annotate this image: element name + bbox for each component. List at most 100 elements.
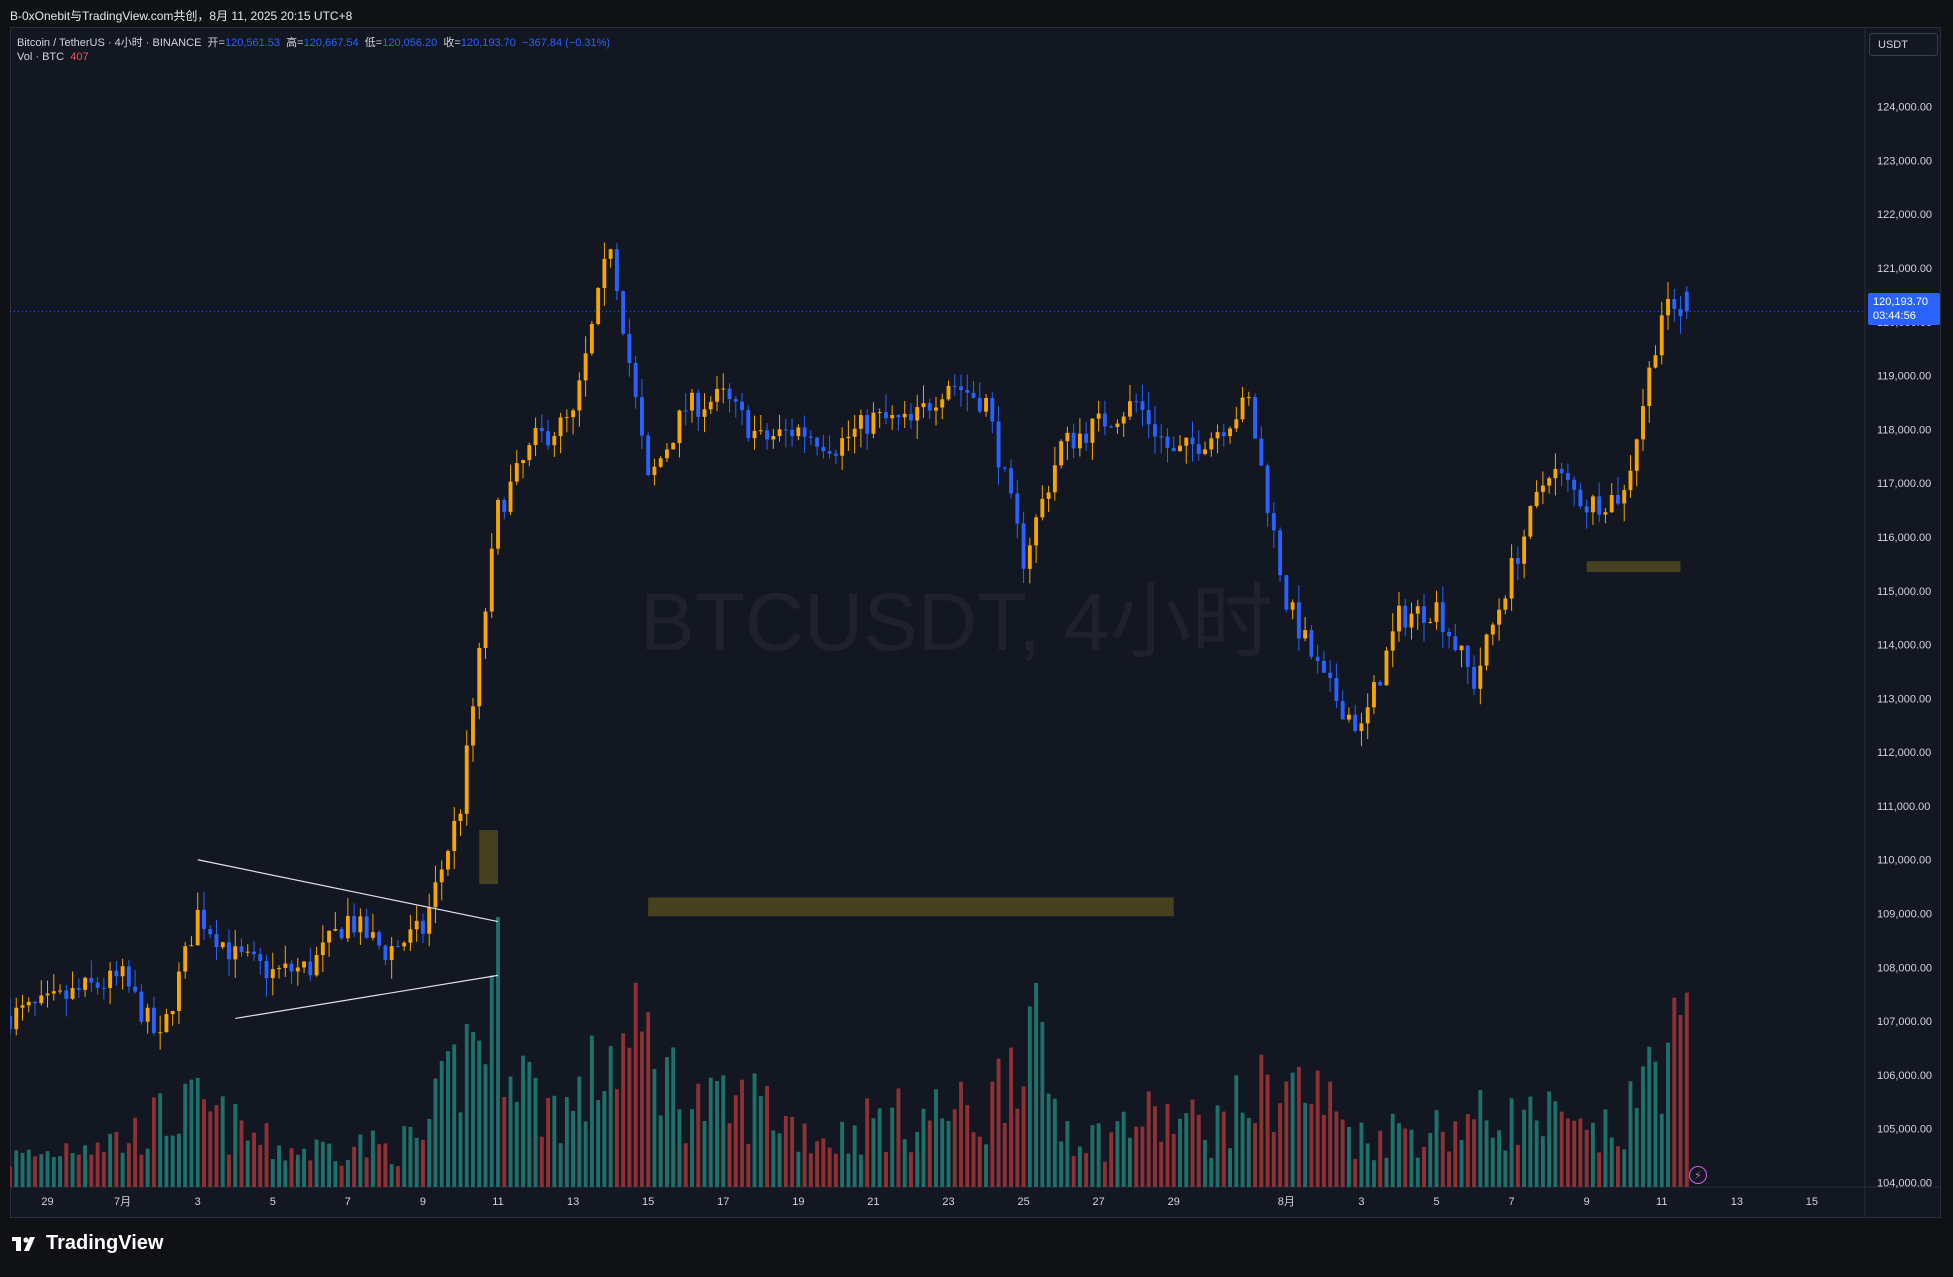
candle-body (858, 415, 863, 429)
volume-bar (1659, 1113, 1664, 1187)
volume-bar (702, 1120, 707, 1187)
volume-bar (746, 1143, 751, 1187)
candle-body (1128, 401, 1132, 417)
candle-body (1634, 439, 1639, 471)
trend-lines (197, 859, 499, 1020)
price-tick-label: 112,000.00 (1877, 747, 1931, 759)
volume-bar (1215, 1105, 1220, 1187)
candle-body (471, 706, 475, 746)
candle-body (727, 388, 732, 400)
candle-body (227, 942, 231, 960)
volume-bar (1027, 1006, 1032, 1187)
candle-body (815, 437, 820, 447)
share-info: B-0xOnebit与TradingView.com共创，8月 11, 2025… (10, 9, 353, 23)
candle-body (1346, 714, 1351, 720)
volume-bar (1365, 1143, 1370, 1187)
chart-frame[interactable] (10, 27, 1941, 1218)
volume-bar (1684, 992, 1689, 1187)
price-tick-label: 122,000.00 (1877, 209, 1932, 221)
volume-bar (808, 1153, 813, 1187)
volume-bar (1153, 1106, 1157, 1187)
price-chart[interactable]: 104,000.00 105,000.00 106,000.00 107,000.00… (10, 27, 1941, 1218)
candle-body (777, 429, 782, 437)
volume-bar (1021, 1086, 1026, 1187)
volume-bar (1046, 1093, 1051, 1187)
candle-body (852, 428, 857, 437)
volume-bar (577, 1076, 582, 1187)
volume-bar (1096, 1123, 1101, 1187)
candle-body (533, 427, 538, 446)
candle-body (252, 951, 256, 955)
currency-unit-button[interactable]: USDT (1869, 33, 1938, 56)
volume-bar (827, 1147, 832, 1187)
volume-bar (1641, 1066, 1645, 1187)
candle-body (1472, 666, 1476, 689)
candle-body (1234, 419, 1239, 429)
candle-body (977, 397, 982, 412)
candle-body (577, 380, 582, 411)
volume-bar (1666, 1042, 1670, 1187)
volume-bar (464, 1023, 469, 1187)
volume-bar (1397, 1123, 1401, 1187)
candle-body (1484, 634, 1489, 666)
price-tick-label: 116,000.00 (1877, 532, 1931, 544)
volume-bar (533, 1077, 538, 1187)
candle-body (1109, 426, 1114, 428)
candle-body (959, 386, 963, 390)
volume-bar (558, 1143, 563, 1187)
candle-body (796, 427, 801, 437)
candle-body (1478, 665, 1483, 689)
volume-bar (1321, 1114, 1326, 1187)
volume-bar (1378, 1130, 1383, 1187)
legend-low: 120,056.20 (382, 37, 438, 49)
candle-body (195, 909, 200, 946)
volume-bar (571, 1110, 576, 1187)
candle-body (589, 323, 594, 354)
volume-bar (1465, 1114, 1470, 1187)
volume-bar (477, 1040, 482, 1187)
candle-body (1653, 355, 1658, 368)
legend-symbol[interactable]: Bitcoin / TetherUS · 4小时 · BINANCE (17, 37, 202, 49)
volume-bar (1303, 1102, 1308, 1187)
volume-bar (1603, 1109, 1608, 1187)
candle-body (402, 942, 407, 947)
candle-body (746, 410, 751, 439)
candle-body (702, 409, 707, 417)
candle-body (1547, 478, 1552, 486)
candle-body (39, 995, 44, 1004)
volume-bar (1240, 1112, 1245, 1187)
volume-bar (1290, 1072, 1295, 1187)
candle-body (183, 946, 188, 972)
candle-body (1084, 433, 1089, 443)
candle-body (1184, 437, 1189, 446)
volume-bar (1165, 1103, 1170, 1187)
candle-body (1246, 397, 1251, 399)
candles (10, 242, 1689, 1050)
candle-body (1597, 496, 1602, 515)
legend-low-label: 低= (364, 37, 383, 49)
candle-body (1102, 413, 1107, 427)
candle-body (214, 934, 219, 948)
volume-bar (377, 1144, 382, 1187)
tradingview-logo[interactable]: TradingView (12, 1232, 163, 1255)
volume-bar (877, 1108, 882, 1187)
candle-body (108, 970, 113, 988)
volume-bar (1146, 1091, 1151, 1187)
volume-bar (1102, 1161, 1107, 1187)
volume-bar (934, 1089, 938, 1187)
volume-bar (126, 1143, 131, 1187)
candle-body (14, 1007, 19, 1030)
candle-body (1572, 479, 1577, 490)
legend-vol-label[interactable]: Vol · BTC (17, 51, 65, 63)
candle-body (239, 946, 244, 953)
candle-body (1378, 682, 1383, 686)
volume-bar (333, 1161, 338, 1187)
volume-bar (1128, 1137, 1132, 1187)
candle-body (1340, 701, 1345, 720)
volume-bar (1440, 1131, 1445, 1187)
candle-body (1196, 444, 1201, 454)
volume-bar (1453, 1121, 1458, 1187)
lightning-icon[interactable]: ⚡ (1689, 1166, 1707, 1184)
volume-bar (1372, 1160, 1376, 1187)
candle-body (990, 398, 995, 422)
